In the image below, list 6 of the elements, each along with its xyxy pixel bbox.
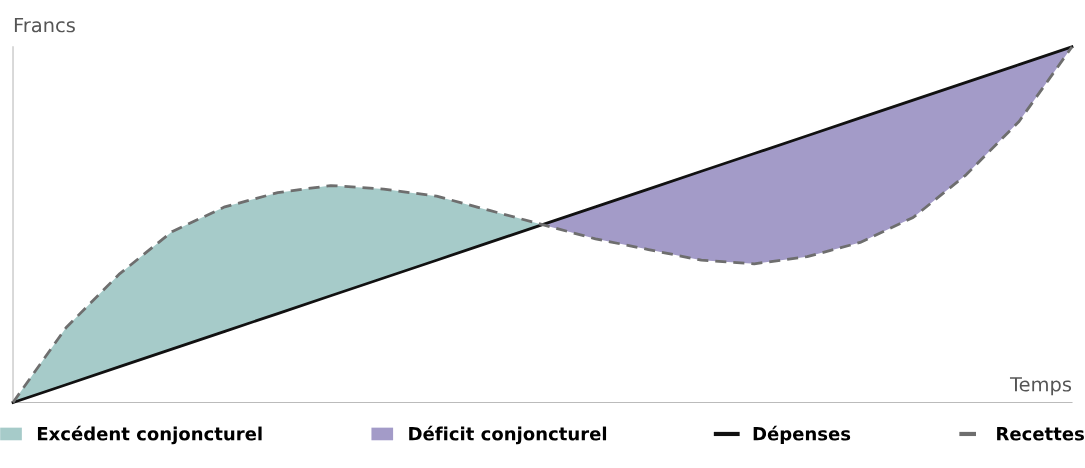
- x-axis-title: Temps: [1009, 377, 1072, 396]
- legend-label: Recettes: [997, 427, 1084, 441]
- legend-label: Dépenses: [753, 425, 851, 445]
- legend-label: Excédent conjoncturel: [37, 425, 262, 445]
- legend-label: Déficit conjoncturel: [409, 425, 607, 445]
- y-axis-title: Francs: [14, 17, 75, 33]
